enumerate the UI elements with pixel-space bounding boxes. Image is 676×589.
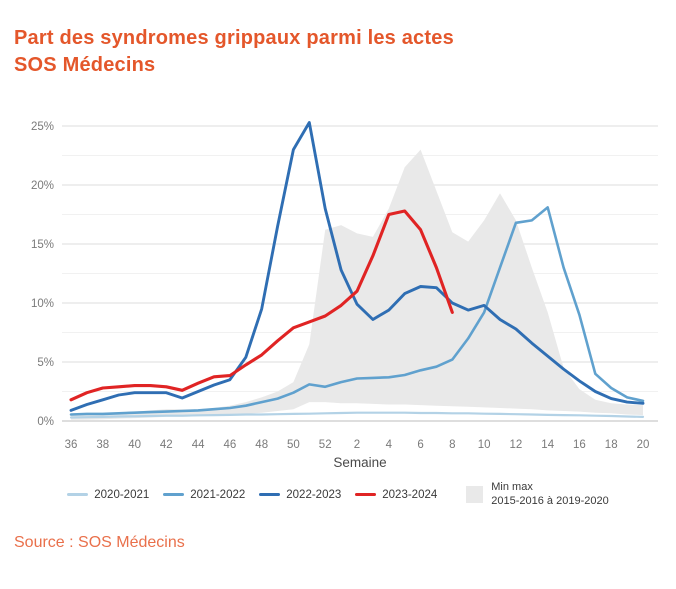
legend-label-2022-2023: 2022-2023 [286, 488, 342, 501]
legend-item-2020-2021: 2020-2021 [67, 489, 149, 501]
source-caption: Source : SOS Médecins [14, 534, 185, 551]
series-line-2023-2024 [69, 209, 454, 402]
legend-band-swatch [466, 486, 484, 503]
svg-text:36: 36 [65, 439, 78, 451]
page-title-line2: SOS Médecins [14, 54, 156, 76]
svg-text:20: 20 [637, 439, 650, 451]
y-axis-labels: 0% 5% 10% 15% 20% 25% [31, 121, 54, 428]
svg-text:52: 52 [319, 439, 332, 451]
legend-line-swatch-2023-2024 [355, 493, 377, 496]
svg-text:25%: 25% [31, 121, 54, 133]
page-title-line1: Part des syndromes grippaux parmi les ac… [14, 27, 454, 49]
legend-line-swatch-2022-2023 [259, 493, 281, 496]
svg-text:6: 6 [417, 439, 423, 451]
svg-text:18: 18 [605, 439, 618, 451]
svg-text:38: 38 [96, 439, 109, 451]
svg-text:10: 10 [478, 439, 491, 451]
svg-text:4: 4 [386, 439, 393, 451]
legend-band-label-line2: 2015-2016 à 2019-2020 [491, 494, 609, 507]
legend-item-minmax-band: Min max 2015-2016 à 2019-2020 [466, 481, 609, 508]
series-line-2022-2023 [69, 121, 645, 412]
legend-line-swatch-2020-2021 [67, 493, 89, 496]
svg-text:16: 16 [573, 439, 586, 451]
series-line-2021-2022 [69, 206, 645, 416]
x-axis-labels: 36 38 40 42 44 46 48 50 52 2 4 6 8 10 12 14 16 18 20 [65, 439, 650, 451]
svg-text:48: 48 [255, 439, 268, 451]
legend-label-2021-2022: 2021-2022 [190, 488, 246, 501]
legend-item-2021-2022: 2021-2022 [163, 489, 245, 501]
svg-text:2: 2 [354, 439, 360, 451]
legend-item-2022-2023: 2022-2023 [259, 489, 341, 501]
legend-label-2023-2024: 2023-2024 [382, 488, 438, 501]
svg-text:20%: 20% [31, 180, 54, 192]
svg-text:8: 8 [449, 439, 455, 451]
svg-text:0%: 0% [37, 416, 54, 428]
svg-text:44: 44 [192, 439, 205, 451]
legend-label-2020-2021: 2020-2021 [94, 488, 150, 501]
min-max-band [71, 149, 643, 420]
series-line-2020-2021 [69, 411, 645, 419]
flu-syndromes-line-chart: 0%5%10%15%20%25%36 38 40 42 44 46 48 50 52 2 4 6 8 10… [31, 121, 658, 470]
svg-text:10%: 10% [31, 298, 54, 310]
legend-band-label: Min max 2015-2016 à 2019-2020 [491, 481, 608, 508]
legend-line-swatch-2021-2022 [163, 493, 185, 496]
legend-item-2023-2024: 2023-2024 [355, 489, 437, 501]
svg-text:50: 50 [287, 439, 300, 451]
svg-text:42: 42 [160, 439, 173, 451]
chart-legend: 2020-2021 2021-2022 2022-2023 2023-2024 … [0, 481, 676, 508]
svg-text:14: 14 [541, 439, 554, 451]
svg-text:12: 12 [510, 439, 523, 451]
svg-text:46: 46 [224, 439, 237, 451]
x-axis-title: Semaine [333, 455, 386, 470]
page-title: Part des syndromes grippaux parmi les ac… [14, 25, 644, 79]
svg-text:15%: 15% [31, 239, 54, 251]
legend-band-label-line1: Min max [491, 481, 533, 493]
svg-text:40: 40 [128, 439, 141, 451]
svg-text:5%: 5% [37, 357, 54, 369]
